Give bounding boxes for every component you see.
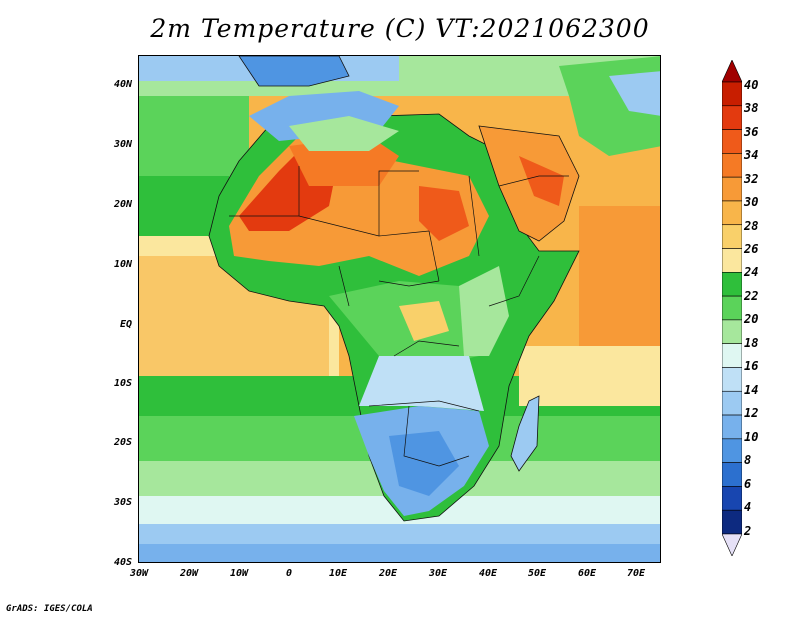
lon-label: 20W [179, 568, 199, 579]
colorbar-label: 4 [744, 500, 752, 514]
lat-label: 30S [113, 497, 132, 508]
colorbar-cell [722, 176, 742, 202]
credit-text: GrADS: IGES/COLA [6, 604, 93, 614]
lon-label: 40E [478, 568, 498, 579]
colorbar-cell [722, 319, 742, 344]
lon-label: 60E [577, 568, 597, 579]
lat-label: 20S [113, 437, 132, 448]
lat-label: 40S [113, 557, 132, 568]
colorbar-label: 24 [744, 265, 759, 279]
lat-label: 10S [113, 378, 132, 389]
colorbar-label: 36 [744, 125, 759, 139]
colorbar-cell [722, 153, 742, 178]
colorbar-cell [722, 462, 742, 487]
colorbar-label: 12 [744, 406, 759, 420]
lon-label: 0 [285, 568, 293, 579]
colorbar-cell [722, 60, 742, 83]
colorbar-cell [722, 390, 742, 416]
temperature-map [138, 55, 661, 563]
lon-label: 10W [229, 568, 249, 579]
colorbar-label: 16 [744, 359, 759, 373]
colorbar-cell [722, 248, 742, 273]
lat-label: EQ [119, 319, 132, 330]
colorbar-cell [722, 438, 742, 463]
colorbar-cell [722, 200, 742, 226]
lat-label: 20N [113, 199, 132, 210]
colorbar-label: 22 [744, 289, 759, 303]
colorbar-label: 2 [744, 524, 752, 538]
colorbar-cell [722, 295, 742, 321]
colorbar-cell [722, 81, 742, 107]
colorbar-label: 26 [744, 242, 759, 256]
lat-label: 30N [113, 139, 132, 150]
colorbar-label: 38 [744, 101, 759, 115]
colorbar-label: 40 [744, 78, 759, 92]
colorbar-cell [722, 533, 742, 556]
colorbar-cell [722, 414, 742, 440]
colorbar-label: 10 [744, 430, 759, 444]
colorbar-cell [722, 486, 742, 511]
colorbar-label: 6 [744, 477, 752, 491]
colorbar-label: 28 [744, 219, 759, 233]
lon-label: 30E [428, 568, 448, 579]
lon-label: 70E [626, 568, 646, 579]
colorbar-label: 32 [744, 172, 759, 186]
colorbar-cell [722, 343, 742, 368]
lat-label: 10N [113, 259, 132, 270]
colorbar-cell [722, 367, 742, 392]
colorbar-label: 14 [744, 383, 759, 397]
lon-label: 20E [378, 568, 398, 579]
colorbar-label: 8 [744, 453, 752, 467]
colorbar-cells [722, 60, 742, 556]
colorbar-cell [722, 129, 742, 154]
lon-label: 50E [527, 568, 547, 579]
colorbar-cell [722, 224, 742, 249]
colorbar-cell [722, 272, 742, 297]
colorbar [722, 60, 742, 556]
map-title: 2m Temperature (C) VT:2021062300 [150, 14, 650, 43]
colorbar-label: 34 [744, 148, 759, 162]
lon-label: 30W [129, 568, 149, 579]
colorbar-cell [722, 509, 742, 535]
lat-label: 40N [113, 79, 132, 90]
colorbar-label: 20 [744, 312, 759, 326]
colorbar-label: 30 [744, 195, 759, 209]
colorbar-cell [722, 105, 742, 130]
lon-label: 10E [328, 568, 348, 579]
colorbar-label: 18 [744, 336, 759, 350]
